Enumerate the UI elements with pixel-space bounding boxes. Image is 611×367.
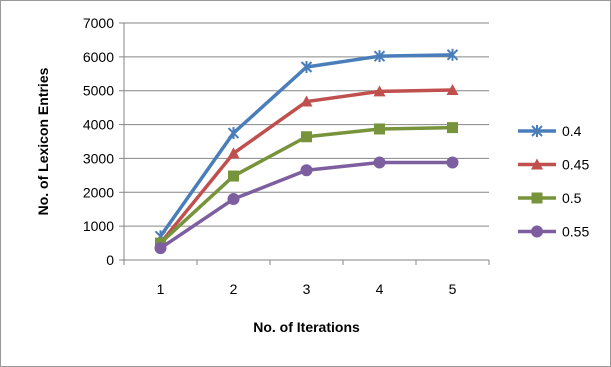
- y-tick-label: 6000: [83, 49, 114, 65]
- y-tick-label: 0: [106, 252, 114, 268]
- y-tick-label: 5000: [83, 83, 114, 99]
- legend-entry: 0.55: [518, 224, 589, 240]
- data-point: [446, 156, 459, 169]
- y-tick-label: 4000: [83, 117, 114, 133]
- x-tick-label: 5: [449, 281, 457, 297]
- data-point: [227, 127, 240, 140]
- data-point: [374, 123, 385, 135]
- y-axis-title: No. of Lexicon Entries: [35, 67, 51, 215]
- data-point: [227, 147, 240, 159]
- data-point: [227, 193, 240, 206]
- legend-entry: 0.45: [518, 157, 589, 173]
- data-point: [531, 125, 543, 137]
- x-tick-labels: 1 2 3 4 5: [157, 281, 457, 297]
- legend-label: 0.55: [562, 224, 589, 240]
- data-point: [373, 156, 386, 169]
- legend-label: 0.5: [562, 190, 582, 206]
- data-point: [446, 48, 459, 61]
- data-point: [447, 122, 458, 134]
- legend-label: 0.4: [562, 123, 582, 139]
- y-tick-label: 1000: [83, 218, 114, 234]
- series-line: [159, 53, 453, 238]
- data-point: [531, 158, 543, 170]
- x-tick-label: 2: [230, 281, 238, 297]
- y-tick-labels: 0 1000 2000 3000 4000 5000 6000 7000: [83, 15, 114, 268]
- series-0.5: [155, 122, 458, 249]
- x-tick-label: 4: [376, 281, 384, 297]
- data-point: [446, 84, 459, 96]
- y-tick-label: 2000: [83, 184, 114, 200]
- series-0.45: [154, 84, 459, 249]
- y-tick-label: 7000: [83, 15, 114, 31]
- legend-label: 0.45: [562, 157, 589, 173]
- data-point: [373, 85, 386, 97]
- legend-entry: 0.5: [518, 190, 582, 206]
- data-point: [301, 131, 312, 143]
- series-0.55: [154, 156, 459, 255]
- x-tick-label: 1: [157, 281, 165, 297]
- gridlines: [119, 22, 490, 265]
- data-point: [531, 225, 543, 238]
- series-0.4: [154, 48, 459, 243]
- series-group: [154, 48, 459, 255]
- data-point: [154, 242, 167, 255]
- y-tick-label: 3000: [83, 150, 114, 166]
- x-axis-title: No. of Iterations: [253, 319, 360, 335]
- legend-entry: 0.4: [518, 123, 582, 139]
- x-tick-label: 3: [303, 281, 311, 297]
- data-point: [373, 50, 386, 63]
- data-point: [228, 170, 239, 182]
- data-point: [300, 95, 313, 107]
- data-point: [531, 192, 543, 204]
- legend: 0.4 0.45 0.5 0.55: [518, 123, 589, 240]
- data-point: [300, 61, 313, 74]
- data-point: [300, 164, 313, 177]
